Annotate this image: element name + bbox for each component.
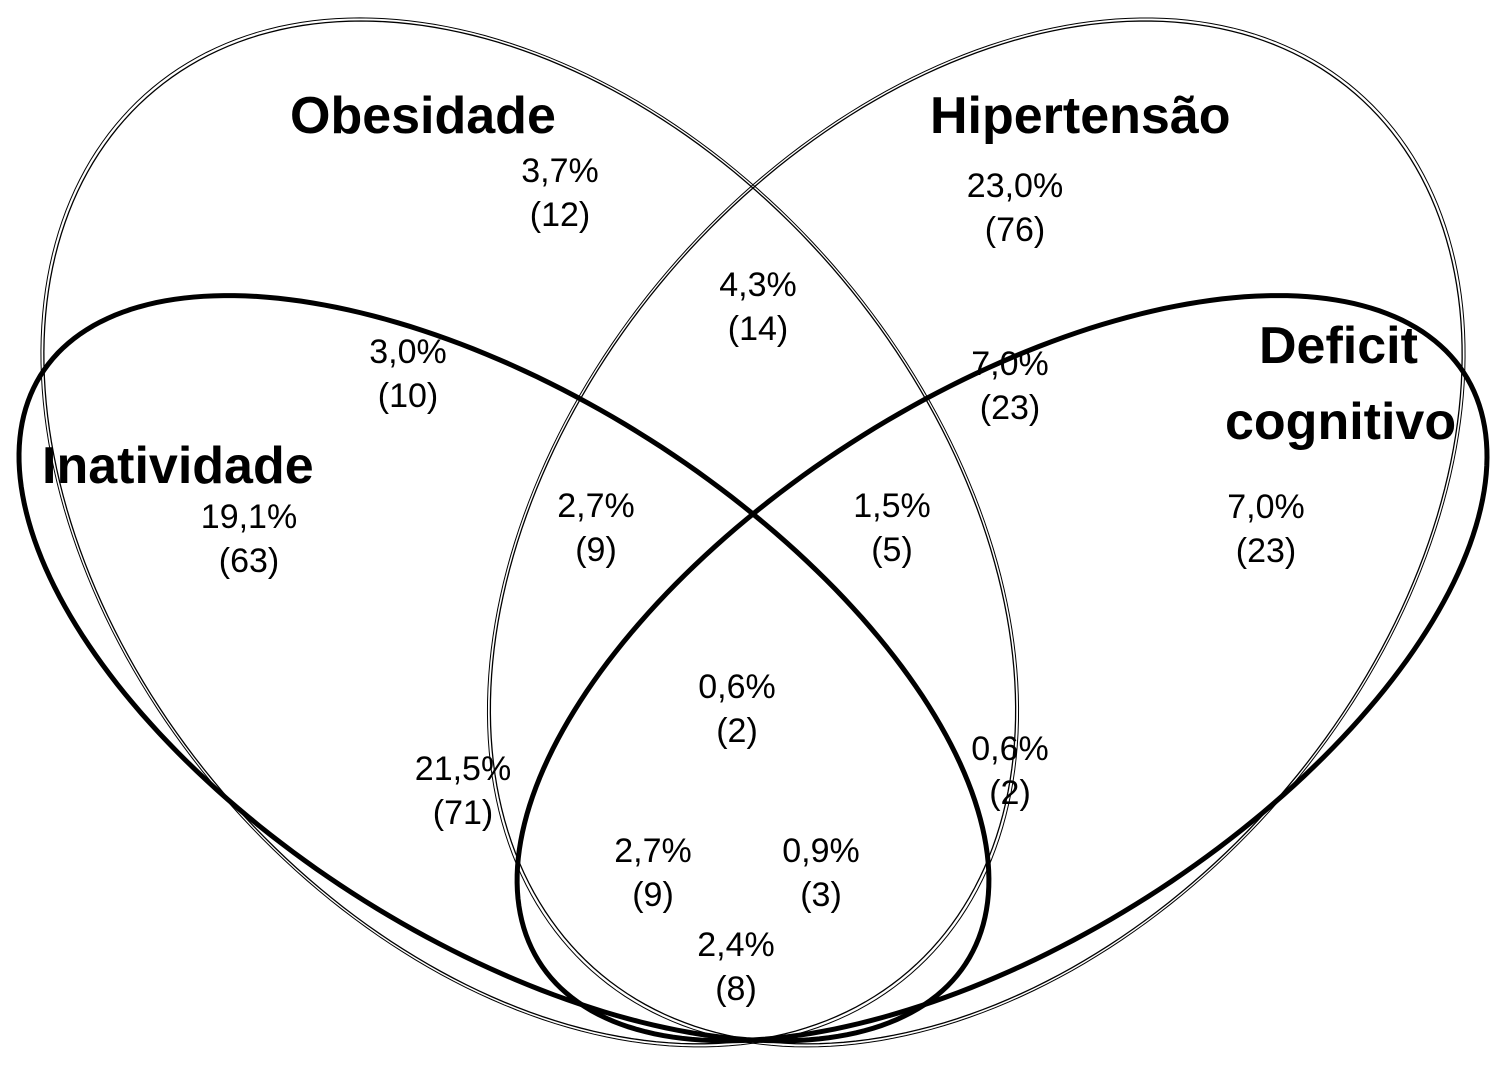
svg-text:(8): (8) — [715, 970, 757, 1008]
svg-text:21,5%: 21,5% — [415, 750, 511, 788]
svg-text:(23): (23) — [1236, 532, 1296, 570]
svg-text:19,1%: 19,1% — [201, 498, 297, 536]
svg-text:(23): (23) — [980, 389, 1040, 427]
svg-text:1,5%: 1,5% — [853, 487, 931, 525]
svg-text:(2): (2) — [716, 712, 758, 750]
svg-text:7,0%: 7,0% — [1227, 488, 1305, 526]
svg-text:(5): (5) — [871, 531, 913, 569]
svg-text:23,0%: 23,0% — [967, 167, 1063, 205]
svg-text:(9): (9) — [575, 531, 617, 569]
svg-text:Deficit: Deficit — [1259, 317, 1418, 375]
svg-text:(9): (9) — [632, 876, 674, 914]
svg-text:0,6%: 0,6% — [971, 730, 1049, 768]
svg-text:cognitivo: cognitivo — [1225, 393, 1456, 451]
svg-text:0,9%: 0,9% — [782, 832, 860, 870]
svg-text:3,7%: 3,7% — [521, 152, 599, 190]
svg-text:(76): (76) — [985, 211, 1045, 249]
svg-text:(71): (71) — [433, 794, 493, 832]
svg-text:Hipertensão: Hipertensão — [930, 87, 1231, 145]
svg-text:Inatividade: Inatividade — [42, 437, 314, 495]
svg-text:(14): (14) — [728, 310, 788, 348]
svg-text:2,7%: 2,7% — [557, 487, 635, 525]
svg-text:(63): (63) — [219, 542, 279, 580]
svg-text:3,0%: 3,0% — [369, 333, 447, 371]
svg-text:(2): (2) — [989, 774, 1031, 812]
svg-text:Obesidade: Obesidade — [290, 87, 556, 145]
svg-text:(3): (3) — [800, 876, 842, 914]
svg-text:7,0%: 7,0% — [971, 345, 1049, 383]
svg-text:2,4%: 2,4% — [697, 926, 775, 964]
svg-text:2,7%: 2,7% — [614, 832, 692, 870]
svg-text:(10): (10) — [378, 377, 438, 415]
svg-text:(12): (12) — [530, 196, 590, 234]
svg-text:4,3%: 4,3% — [719, 266, 797, 304]
svg-text:0,6%: 0,6% — [698, 668, 776, 706]
